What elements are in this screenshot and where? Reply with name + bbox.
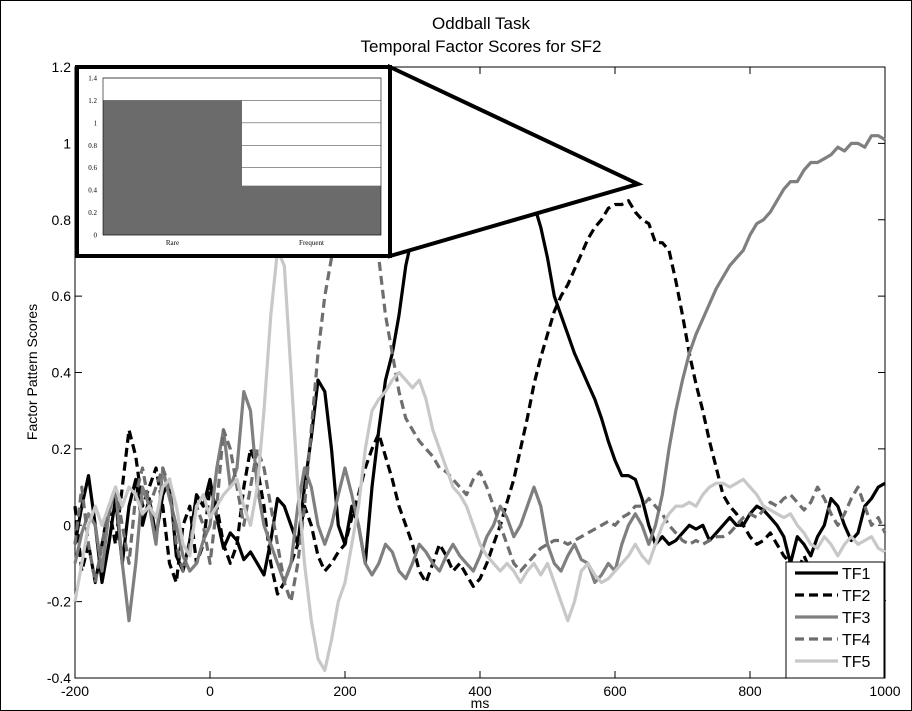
y-tick-label: -0.4 xyxy=(47,670,71,686)
inset-bar-rare xyxy=(103,100,242,235)
y-tick-label: 0.6 xyxy=(52,288,72,304)
legend-label: TF2 xyxy=(842,588,871,605)
chart-subtitle: Temporal Factor Scores for SF2 xyxy=(361,37,602,56)
x-tick-label: 200 xyxy=(333,683,357,699)
inset-y-tick-label: 0.6 xyxy=(88,164,97,172)
inset-y-tick-label: 0.8 xyxy=(88,142,97,150)
legend-box xyxy=(785,561,885,679)
x-tick-label: 1000 xyxy=(869,683,900,699)
series-line-tf5 xyxy=(73,248,886,672)
y-tick-label: -0.2 xyxy=(47,594,71,610)
chart-title: Oddball Task xyxy=(432,14,530,33)
main-plot: -200 0 200 400 600 800 1000 -0.4 -0.2 0 0.2 0.4 0.6… xyxy=(47,59,901,699)
y-tick-label: 0.4 xyxy=(52,365,72,381)
x-axis-label: ms xyxy=(471,695,490,711)
legend-label: TF4 xyxy=(842,632,871,649)
y-axis-label: Factor Pattern Scores xyxy=(24,304,40,440)
series-line-tf3 xyxy=(73,134,886,623)
y-tick-label: 0 xyxy=(63,517,71,533)
y-axis: -0.4 -0.2 0 0.2 0.4 0.6 0.8 1 1.2 xyxy=(47,59,885,686)
inset-y-tick-label: 1.4 xyxy=(88,75,97,83)
inset-y-tick-label: 0 xyxy=(94,232,98,240)
inset-y-tick-label: 0.2 xyxy=(88,209,97,217)
inset-y-tick-label: 1.2 xyxy=(88,97,97,105)
y-tick-label: 1.2 xyxy=(52,59,72,75)
y-tick-label: 1 xyxy=(63,135,71,151)
inset-bar-frequent xyxy=(242,185,381,235)
x-tick-label: 400 xyxy=(468,683,492,699)
y-tick-label: 0.2 xyxy=(52,441,72,457)
y-tick-label: 0.8 xyxy=(52,212,72,228)
inset-y-tick-label: 1 xyxy=(94,119,98,127)
x-tick-label: 0 xyxy=(206,683,214,699)
series-line-tf4 xyxy=(73,218,887,604)
inset-x-tick-label: Rare xyxy=(166,239,179,247)
inset-x-axis: Rare Frequent xyxy=(166,239,324,247)
inset-plot-frame xyxy=(102,77,382,236)
legend-label: TF3 xyxy=(842,610,871,627)
inset-y-tick-label: 0.4 xyxy=(88,187,97,195)
inset-x-tick-label: Frequent xyxy=(299,239,324,247)
legend-label: TF1 xyxy=(842,566,871,583)
legend-label: TF5 xyxy=(842,654,871,671)
legend: TF1 TF2 TF3 TF4 TF5 xyxy=(785,561,885,679)
inset-bars xyxy=(103,100,381,235)
inset-bar-chart: 0 0.2 0.4 0.6 0.8 1 1.2 1.4 Rare Frequent xyxy=(75,65,392,258)
x-axis: -200 0 200 400 600 800 1000 xyxy=(61,67,901,699)
x-tick-label: -200 xyxy=(61,683,89,699)
x-tick-label: 600 xyxy=(603,683,627,699)
series-line-tf2 xyxy=(73,199,887,603)
inset-y-axis: 0 0.2 0.4 0.6 0.8 1 1.2 1.4 xyxy=(88,75,97,240)
x-tick-label: 800 xyxy=(738,683,762,699)
